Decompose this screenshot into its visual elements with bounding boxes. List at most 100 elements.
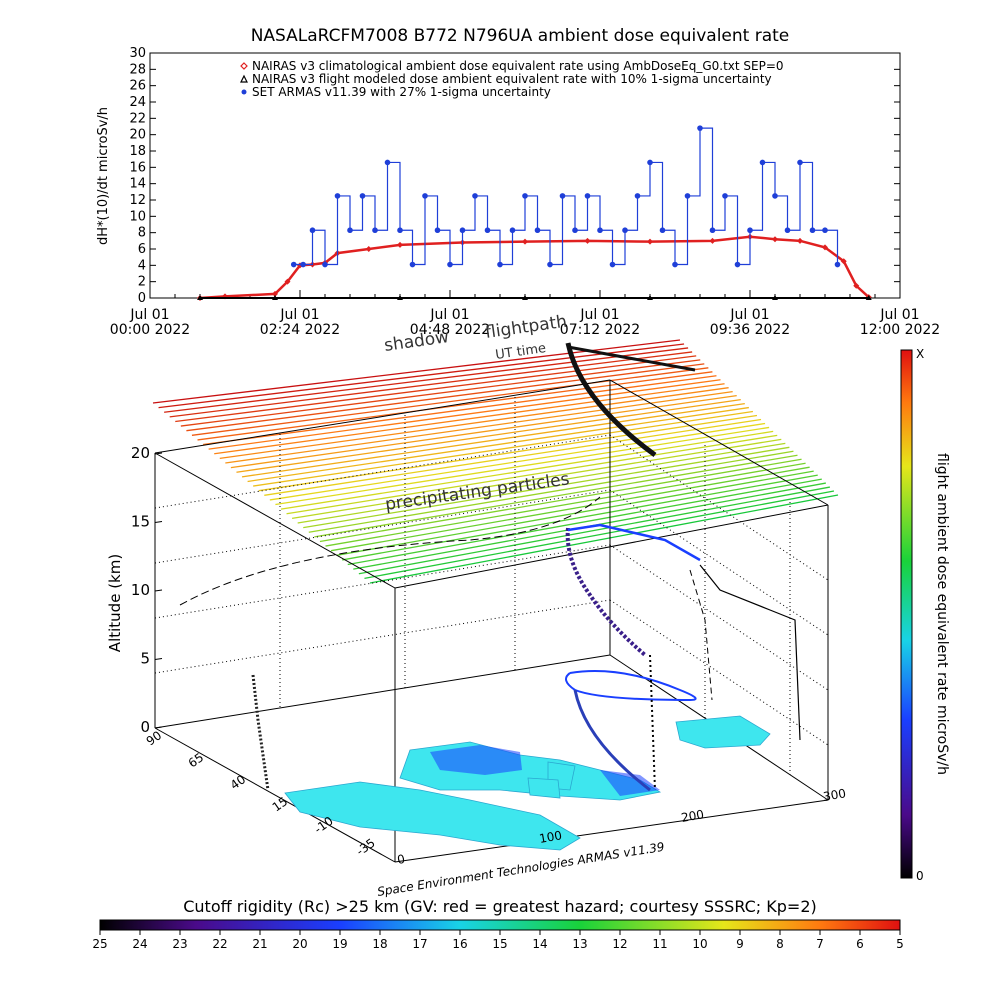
trajectory-side-projection-dashed: [689, 569, 713, 701]
armas-point: [797, 159, 803, 166]
ground-high-rigidity-region: [430, 745, 522, 775]
dose-plane-line: [264, 418, 762, 496]
y-tick-label: 16: [129, 160, 146, 175]
armas-point: [497, 261, 503, 268]
legend-marker-diamond: [240, 62, 248, 70]
cutoff-tick-label: 10: [692, 937, 707, 951]
time-series-legend: NAIRAS v3 climatological ambient dose eq…: [240, 59, 784, 99]
legend-marker-dot: [241, 89, 247, 95]
dose-plane-line: [258, 414, 758, 492]
credit-text: Space Environment Technologies ARMAS v11…: [376, 840, 665, 899]
box-edge: [154, 727, 396, 863]
climatological-point: [840, 258, 847, 265]
armas-point: [634, 193, 641, 199]
armas-point: [422, 193, 428, 199]
climatological-point: [584, 237, 591, 244]
dose-plane-line: [158, 343, 685, 409]
cutoff-tick-label: 6: [856, 937, 864, 951]
dose-plane-line: [347, 478, 822, 566]
armas-point: [772, 193, 778, 199]
x-tick-label-line1: Jul 01: [129, 307, 169, 323]
armas-point: [347, 227, 353, 234]
x-tick-label-line2: 07:12 2022: [560, 322, 640, 338]
armas-point: [372, 227, 378, 234]
dose-plane-line: [186, 363, 705, 432]
x-tick-label-line1: Jul 01: [279, 307, 319, 323]
cutoff-tick-label: 20: [292, 937, 307, 951]
armas-point: [397, 227, 403, 234]
trajectory-side-projection: [699, 564, 801, 741]
cutoff-tick-label: 7: [816, 937, 824, 951]
y-tick-label: 26: [129, 79, 146, 94]
cutoff-tick-label: 13: [572, 937, 587, 951]
flight-trajectory: [179, 342, 801, 792]
ground-cutoff-region: [527, 777, 561, 799]
armas-point: [484, 227, 491, 234]
cutoff-tick-label: 23: [172, 937, 187, 951]
cutoff-tick-label: 11: [652, 937, 667, 951]
y-tick-label: 30: [129, 46, 146, 61]
dose-plane-line: [275, 426, 770, 506]
armas-point: [697, 125, 703, 131]
x-tick-label-line2: 04:48 2022: [410, 322, 490, 338]
dose-plane-line: [236, 398, 741, 473]
trajectory-vertical-drop: [649, 654, 656, 791]
armas-point: [834, 261, 841, 268]
trajectory-ut-time: [565, 342, 657, 458]
dose-plane-line: [180, 359, 701, 427]
latitude-tick-label: 40: [228, 772, 249, 792]
climatological-point: [797, 237, 803, 244]
cutoff-tick-label: 21: [252, 937, 267, 951]
y-tick-label: 20: [129, 128, 146, 143]
flight-modeled-point: [272, 295, 278, 300]
climatological-point: [647, 238, 653, 245]
cutoff-rigidity-colorbar: Cutoff rigidity (Rc) >25 km (GV: red = g…: [92, 897, 903, 951]
cutoff-tick-label: 16: [452, 937, 467, 951]
cutoff-tick-label: 14: [532, 937, 547, 951]
latitude-tick-label: -35: [354, 836, 378, 859]
y-tick-label: 18: [129, 144, 146, 159]
dose-rate-colorbar-bottom: 0: [916, 869, 924, 883]
time-series-y-label: dH*(10)/dt microSv/h: [96, 107, 111, 245]
back-grid-line: [154, 489, 611, 564]
trajectory-origin-drop: [251, 674, 270, 791]
cutoff-rigidity-label: Cutoff rigidity (Rc) >25 km (GV: red = g…: [183, 897, 817, 916]
dose-rate-plane: [152, 339, 839, 584]
armas-point: [747, 227, 753, 234]
armas-point: [472, 193, 478, 199]
flight-modeled-point: [647, 295, 653, 300]
side-grid-line: [609, 544, 829, 691]
altitude-ticks: 0 5 10 15 20: [131, 444, 163, 736]
cutoff-tick-label: 9: [736, 937, 744, 951]
dose-plane-line: [308, 450, 794, 533]
longitude-tick-label: 100: [538, 828, 563, 846]
armas-point: [622, 227, 628, 234]
dose-rate-colorbar-label: flight ambient dose equivalent rate micr…: [934, 453, 950, 775]
armas-point: [784, 227, 791, 234]
dose-plane-line: [325, 462, 806, 547]
climatological-series-line: [199, 235, 870, 300]
armas-point: [684, 193, 691, 199]
dose-plane-line: [358, 486, 831, 575]
dose-plane-line: [269, 422, 766, 501]
flight-modeled-point: [865, 295, 872, 300]
dose-plane-line: [225, 391, 733, 464]
armas-point: [609, 261, 616, 268]
cutoff-tick-label: 12: [612, 937, 627, 951]
dose-plane-line: [241, 402, 745, 478]
altitude-tick-mark: [154, 726, 163, 729]
dose-plane-line: [164, 347, 689, 413]
altitude-tick-mark: [154, 658, 163, 660]
annotation-ut-time: UT time: [494, 341, 547, 363]
ground-cutoff-region: [284, 781, 581, 851]
armas-point: [722, 193, 728, 199]
armas-point: [300, 261, 306, 268]
dose-rate-colorbar-gradient: [900, 349, 913, 879]
trajectory-dose-path: [565, 527, 647, 657]
trajectory-dose-path-top: [567, 523, 701, 562]
x-tick-label-line2: 12:00 2022: [860, 322, 940, 338]
y-tick-label: 22: [129, 111, 146, 126]
